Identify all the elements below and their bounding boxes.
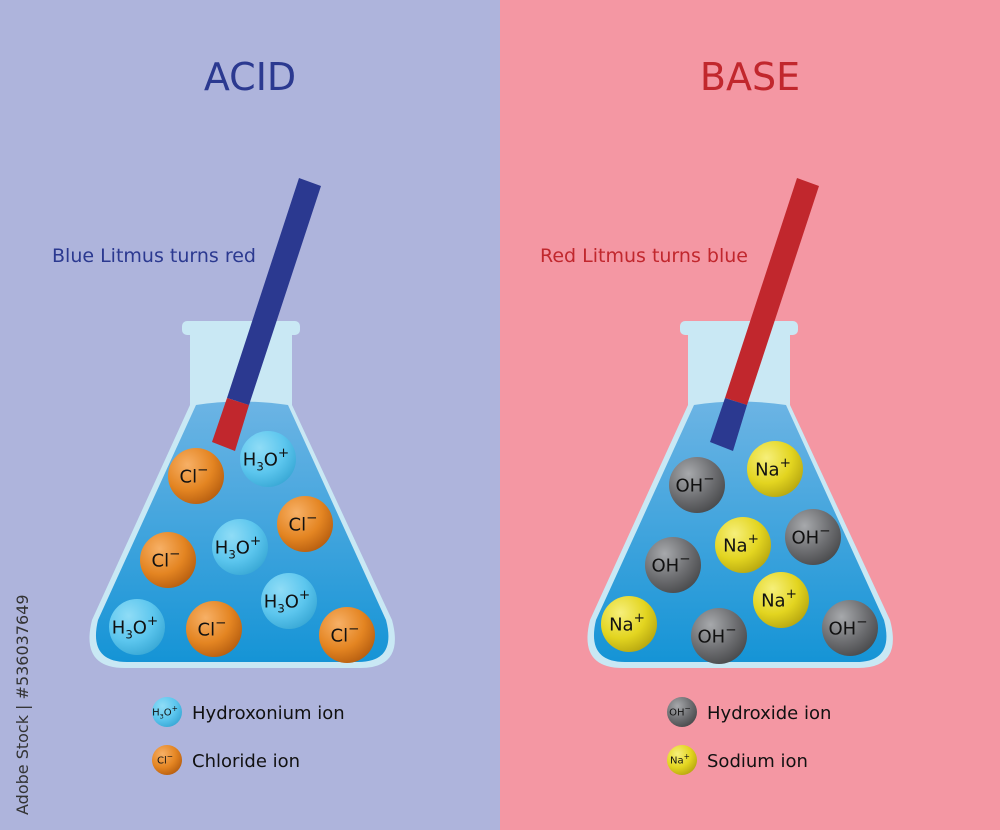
flask-rim [182, 321, 300, 335]
legend-label: Hydroxonium ion [192, 703, 345, 724]
legend-label: Chloride ion [192, 751, 300, 772]
ion-sodium: Na+ [753, 572, 809, 628]
hydroxonium-ion-ball [240, 431, 296, 487]
hydroxonium-ion-ball [109, 599, 165, 655]
base-litmus-text: Red Litmus turns blue [540, 245, 748, 267]
base-title: BASE [700, 55, 800, 99]
acid-legend: H3O+ Hydroxonium ion Cl− Chloride ion [152, 697, 345, 775]
ion-hydroxide: OH− [645, 537, 701, 593]
legend-item-sodium: Na+ Sodium ion [667, 745, 808, 775]
acid-flask: Cl− H3O+Cl−Cl− H3O+H3O+H3O+ Cl−Cl− [89, 178, 395, 668]
legend-swatch: Cl− [152, 745, 182, 775]
legend-item-hydroxonium: H3O+ Hydroxonium ion [152, 697, 345, 727]
sodium-ion-ball [715, 517, 771, 573]
base-legend: OH− Hydroxide ion Na+ Sodium ion [667, 697, 831, 775]
chloride-ion-ball [319, 607, 375, 663]
hydroxide-ion-ball [645, 537, 701, 593]
legend-item-chloride: Cl− Chloride ion [152, 745, 300, 775]
ion-chloride: Cl− [140, 532, 196, 588]
sodium-ion-ball [747, 441, 803, 497]
flask-rim [680, 321, 798, 335]
hydroxide-ion-ball [691, 608, 747, 664]
sodium-ion-ball [667, 745, 697, 775]
hydroxonium-ion-ball [152, 697, 182, 727]
hydroxide-ion-ball [669, 457, 725, 513]
chloride-ion-ball [140, 532, 196, 588]
legend-swatch: Na+ [667, 745, 697, 775]
legend-swatch: H3O+ [152, 697, 182, 727]
ion-hydroxonium: H3O+ [212, 519, 268, 575]
hydroxide-ion-ball [667, 697, 697, 727]
ion-sodium: Na+ [601, 596, 657, 652]
sodium-ion-ball [753, 572, 809, 628]
ion-formula: H3O+ [152, 704, 178, 721]
watermark-id: Adobe Stock | #536037649 [13, 594, 32, 815]
hydroxonium-ion-ball [212, 519, 268, 575]
ion-formula: OH− [697, 622, 736, 647]
ion-hydroxide: OH− [691, 608, 747, 664]
sodium-ion-ball [601, 596, 657, 652]
chloride-ion-ball [168, 448, 224, 504]
ion-hydroxonium: H3O+ [240, 431, 296, 487]
hydroxonium-ion-ball [261, 573, 317, 629]
ion-chloride: Cl− [319, 607, 375, 663]
ion-hydroxonium: H3O+ [109, 599, 165, 655]
ion-sodium: Na+ [715, 517, 771, 573]
ion-sodium: Na+ [747, 441, 803, 497]
ion-hydroxide: OH− [822, 600, 878, 656]
chloride-ion-ball [277, 496, 333, 552]
ion-hydroxide: OH− [785, 509, 841, 565]
litmus-strip-dry [725, 178, 819, 405]
legend-item-hydroxide: OH− Hydroxide ion [667, 697, 831, 727]
ion-hydroxonium: H3O+ [261, 573, 317, 629]
hydroxide-ion-ball [785, 509, 841, 565]
legend-label: Hydroxide ion [707, 703, 831, 724]
ion-chloride: Cl− [168, 448, 224, 504]
chloride-ion-ball [152, 745, 182, 775]
chloride-ion-ball [186, 601, 242, 657]
ion-hydroxide: OH− [669, 457, 725, 513]
litmus-strip-wet [212, 398, 249, 451]
ion-chloride: Cl− [186, 601, 242, 657]
acid-title: ACID [204, 55, 296, 99]
legend-swatch: OH− [667, 697, 697, 727]
legend-label: Sodium ion [707, 751, 808, 772]
litmus-strip-wet [710, 398, 747, 451]
hydroxide-ion-ball [822, 600, 878, 656]
litmus-strip-dry [227, 178, 321, 405]
acid-litmus-text: Blue Litmus turns red [52, 245, 256, 267]
base-flask: OH− Na+Na+ OH−OH−Na+Na+OH− OH− [587, 178, 893, 668]
ion-chloride: Cl− [277, 496, 333, 552]
